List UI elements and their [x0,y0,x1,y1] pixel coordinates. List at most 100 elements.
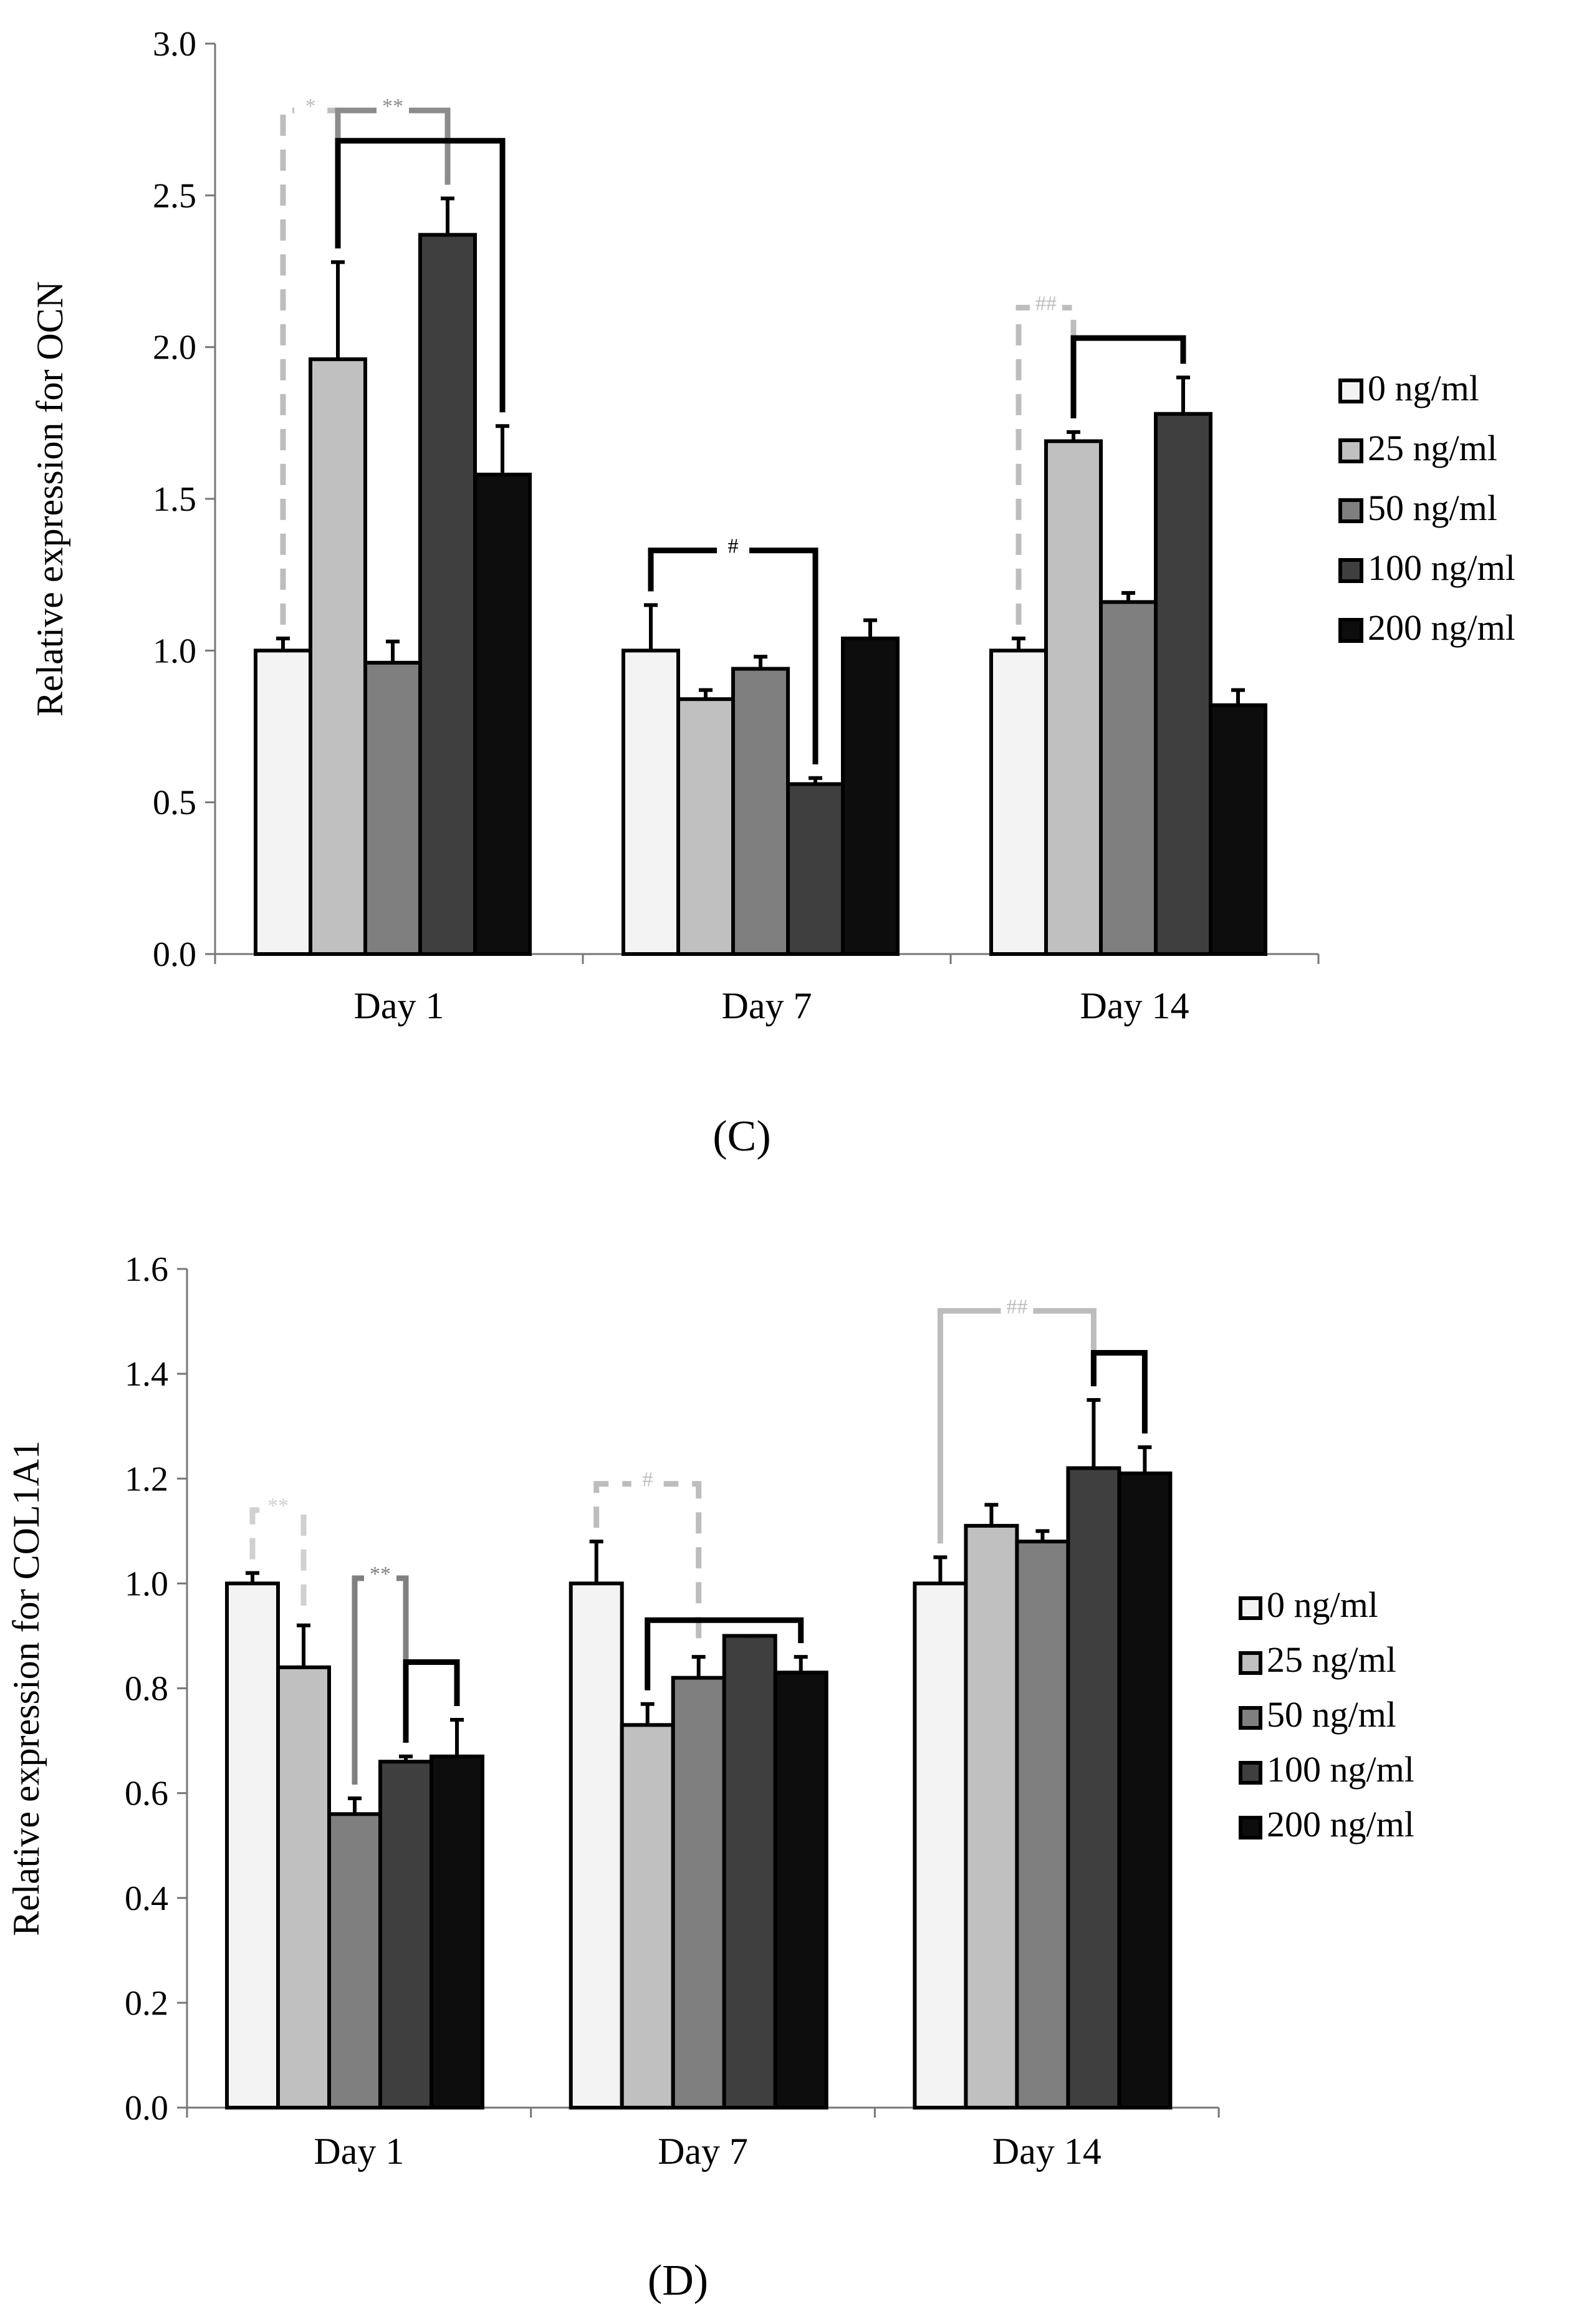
bar [569,1581,624,2109]
bar [964,1523,1019,2109]
x-category-label: Day 1 [314,2131,404,2172]
significance-bracket [335,107,451,249]
y-tick-label: 0.5 [153,784,196,822]
bar [430,1754,484,2109]
bar [1117,1471,1173,2109]
y-axis-label: Relative expression for COL1A1 [6,1440,47,1936]
legend-label: 25 ng/ml [1267,1639,1396,1680]
significance-bracket [593,1481,702,1644]
bar [1154,412,1212,956]
bar [1066,1466,1121,2109]
y-tick-label: 0.8 [125,1670,168,1709]
y-tick-label: 0.6 [125,1775,168,1813]
legend-swatch [1239,1596,1262,1620]
x-category-label: Day 7 [658,2131,748,2172]
significance-label: ## [1006,1295,1027,1318]
bar [773,1671,828,2109]
bar [473,473,532,956]
significance-label-bg [1030,295,1062,321]
significance-bracket [403,1659,460,1743]
bar [378,1760,433,2109]
legend-swatch [1338,438,1363,463]
significance-label: * [305,95,316,118]
significance-label: ** [382,95,403,118]
bar [622,649,680,957]
x-category-label: Day 14 [1080,985,1189,1026]
bar [1099,600,1158,956]
significance-label-bg [631,1471,664,1497]
legend-label: 100 ng/ml [1368,547,1515,588]
y-tick-label: 0.0 [125,2089,168,2128]
significance-label: # [642,1468,653,1492]
legend-swatch [1338,558,1363,583]
significance-bracket [645,1617,804,1690]
bar [418,233,477,957]
y-tick-label: 0.2 [125,1984,168,2023]
bar [276,1665,331,2109]
x-category-label: Day 14 [992,2131,1102,2172]
y-tick-label: 1.2 [125,1460,168,1498]
significance-label-bg [717,538,749,563]
significance-label-bg [262,1497,294,1523]
bar [731,667,790,956]
panel-label: (C) [713,1112,770,1160]
bar [722,1634,777,2109]
legend-label: 100 ng/ml [1267,1749,1414,1790]
bar [1044,439,1103,956]
y-tick-label: 0.4 [125,1879,168,1918]
bar [1015,1540,1070,2109]
significance-label-bg [294,98,327,123]
y-tick-label: 1.0 [125,1565,168,1603]
y-tick-label: 0.0 [153,935,196,974]
significance-label: # [728,535,739,558]
legend-label: 50 ng/ml [1267,1694,1396,1735]
legend-swatch [1338,498,1363,523]
significance-bracket [335,138,506,413]
y-tick-label: 2.0 [153,329,196,367]
y-tick-label: 1.6 [125,1250,168,1289]
panel-label: (D) [648,2257,708,2305]
bar [327,1812,382,2109]
bar [254,649,312,957]
bar [225,1581,280,2109]
significance-label-bg [377,98,409,123]
legend-label: 0 ng/ml [1267,1584,1378,1625]
x-category-label: Day 7 [722,985,812,1026]
y-tick-label: 2.5 [153,176,196,215]
bar [363,660,422,957]
legend-swatch [1338,378,1363,403]
significance-bracket [1070,335,1186,418]
bar [620,1723,675,2109]
y-tick-label: 1.0 [153,632,196,670]
significance-label: ** [267,1495,289,1518]
x-category-label: Day 1 [354,985,444,1026]
significance-label: ## [1035,292,1057,315]
significance-label: ** [370,1563,391,1586]
y-axis-label: Relative expression for OCN [29,281,70,716]
legend-label: 0 ng/ml [1368,368,1479,408]
y-tick-label: 1.5 [153,480,196,519]
significance-bracket [1090,1350,1148,1434]
bar [676,697,735,956]
legend-swatch [1239,1706,1262,1730]
legend-swatch [1338,618,1363,643]
y-tick-label: 1.4 [125,1355,168,1394]
legend-label: 200 ng/ml [1368,607,1515,648]
bar [841,636,900,956]
bar [671,1675,726,2109]
bar [1209,703,1267,957]
legend-swatch [1239,1651,1262,1675]
legend-label: 50 ng/ml [1368,488,1497,528]
y-tick-label: 3.0 [153,25,196,64]
significance-label-bg [1001,1298,1034,1324]
bar [786,782,845,956]
legend-swatch [1239,1761,1262,1785]
significance-bracket [352,1575,409,1785]
legend-label: 200 ng/ml [1267,1804,1414,1844]
significance-label-bg [364,1565,396,1591]
bar [913,1581,968,2109]
bar [989,649,1048,957]
bar [309,357,367,956]
legend-label: 25 ng/ml [1368,428,1497,468]
